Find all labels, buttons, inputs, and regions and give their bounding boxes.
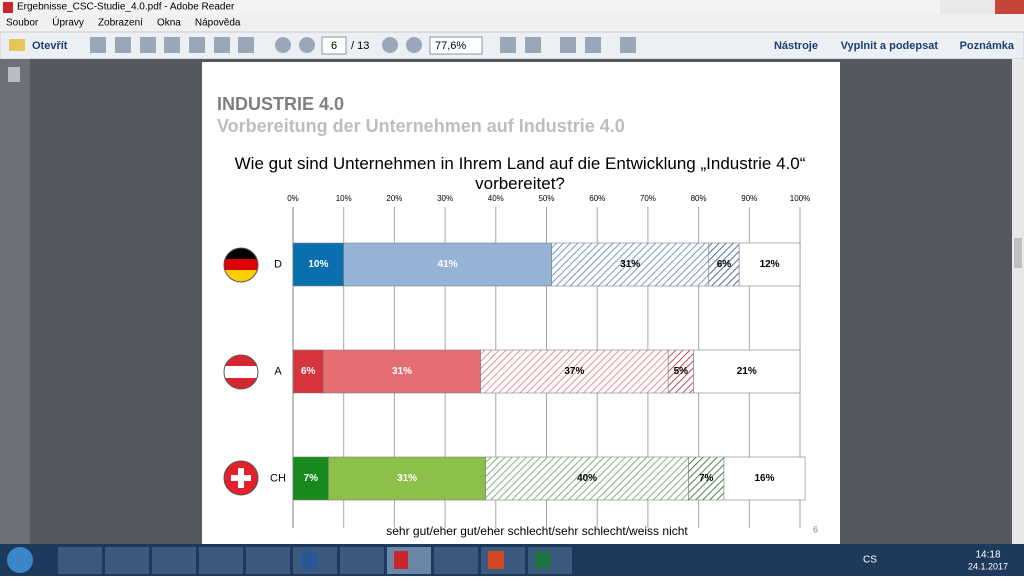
value-label: 7%: [304, 473, 319, 484]
clock-date[interactable]: 24.1.2017: [968, 561, 1008, 571]
scrollbar[interactable]: [1012, 59, 1024, 544]
value-label: 31%: [620, 259, 640, 270]
bar-segment: [343, 242, 552, 287]
bar-segment: [738, 242, 801, 287]
bar-segment: [480, 349, 669, 394]
bar-segment: [708, 242, 740, 287]
page-number[interactable]: 6: [331, 40, 337, 52]
bar-segment: [688, 456, 725, 501]
page-field[interactable]: [321, 36, 347, 55]
legend: sehr gut/eher gut/eher schlecht/sehr sch…: [386, 524, 688, 538]
value-label: 31%: [392, 366, 412, 377]
side-panel: [0, 59, 30, 544]
language[interactable]: CS: [863, 555, 877, 566]
bar-segment: [292, 349, 324, 394]
value-label: 6%: [717, 259, 732, 270]
taskbar-apps[interactable]: [58, 547, 572, 574]
title-bar: [0, 0, 1024, 14]
open-button[interactable]: Otevřít: [32, 40, 68, 52]
bar-segment: [292, 456, 329, 501]
open-icon[interactable]: [9, 39, 25, 51]
x-tick-label: 80%: [691, 194, 707, 203]
bar-segment: [551, 242, 710, 287]
close-button[interactable]: [995, 0, 1024, 14]
heading: INDUSTRIE 4.0: [217, 94, 344, 114]
category-label: A: [274, 365, 282, 377]
x-tick-label: 10%: [336, 194, 352, 203]
category-label: D: [274, 258, 282, 270]
x-tick-label: 90%: [741, 194, 757, 203]
page-count: / 13: [351, 40, 369, 52]
x-tick-label: 20%: [386, 194, 402, 203]
fill-sign-button[interactable]: Vyplnit a podepsat: [841, 40, 939, 52]
menu-item[interactable]: Úpravy: [52, 16, 84, 29]
toolbar-icons: [90, 37, 636, 53]
value-label: 12%: [760, 259, 780, 270]
start-button[interactable]: [7, 547, 33, 573]
value-label: 37%: [564, 366, 584, 377]
menu-item[interactable]: Okna: [157, 18, 181, 29]
value-label: 40%: [577, 473, 597, 484]
comment-button[interactable]: Poznámka: [960, 40, 1015, 52]
pages-icon[interactable]: [8, 67, 20, 82]
zoom-value[interactable]: 77,6%: [435, 40, 466, 52]
chart-title: Wie gut sind Unternehmen in Ihrem Land a…: [234, 154, 806, 193]
subheading: Vorbereitung der Unternehmen auf Industr…: [217, 116, 625, 136]
bar-segment: [723, 456, 806, 501]
menu-item[interactable]: Nápověda: [195, 18, 241, 29]
value-label: 5%: [674, 366, 689, 377]
value-label: 7%: [699, 473, 714, 484]
value-label: 31%: [397, 473, 417, 484]
value-label: 41%: [438, 259, 458, 270]
value-label: 16%: [755, 473, 775, 484]
bar-segment: [292, 242, 345, 287]
clock-time[interactable]: 14:18: [975, 550, 1000, 561]
x-tick-label: 100%: [790, 194, 810, 203]
zoom-field[interactable]: [429, 36, 483, 55]
menu-bar: [0, 14, 1024, 32]
category-label: CH: [270, 472, 286, 484]
x-tick-label: 40%: [488, 194, 504, 203]
bar-segment: [693, 349, 801, 394]
page-footer-number: 6: [813, 524, 818, 534]
window-title: Ergebnisse_CSC-Studie_4.0.pdf - Adobe Re…: [17, 2, 235, 13]
x-tick-label: 30%: [437, 194, 453, 203]
x-tick-label: 70%: [640, 194, 656, 203]
value-label: 6%: [301, 366, 316, 377]
x-tick-label: 60%: [589, 194, 605, 203]
app-icon: [3, 2, 13, 13]
x-tick-label: 50%: [538, 194, 554, 203]
menu-item[interactable]: Zobrazení: [98, 18, 143, 29]
x-tick-label: 0%: [287, 194, 299, 203]
menu-item[interactable]: Soubor: [6, 18, 39, 29]
value-label: 21%: [737, 366, 757, 377]
flags: [223, 247, 259, 496]
value-label: 10%: [308, 259, 328, 270]
scroll-thumb[interactable]: [1014, 238, 1022, 268]
bar-segment: [328, 456, 486, 501]
tools-button[interactable]: Nástroje: [774, 40, 818, 52]
